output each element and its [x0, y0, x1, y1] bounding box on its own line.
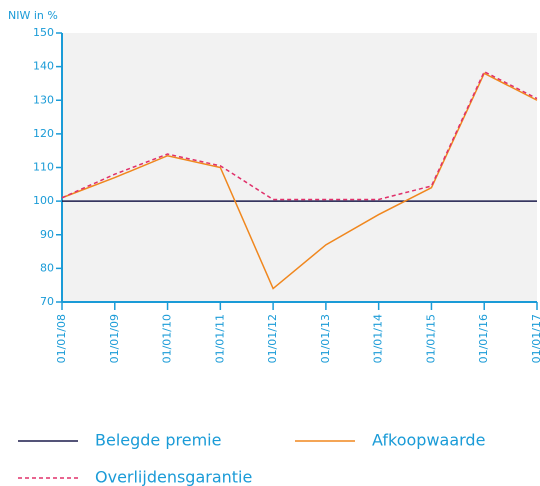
x-tick-label: 01/01/09 — [108, 314, 121, 363]
y-tick-label: 120 — [33, 127, 54, 140]
y-axis-label: NIW in % — [8, 9, 58, 22]
x-tick-label: 01/01/14 — [372, 314, 385, 363]
y-tick-label: 80 — [40, 261, 54, 274]
line-series — [61, 70, 538, 201]
y-tick-label: 140 — [33, 60, 54, 73]
x-tick-label: 01/01/08 — [55, 314, 68, 363]
legend-label: Overlijdensgarantie — [95, 468, 252, 486]
y-tick-label: 110 — [33, 161, 54, 174]
x-tick-label: 01/01/16 — [477, 314, 490, 363]
plot-background — [62, 33, 537, 302]
x-tick-label: 01/01/12 — [266, 314, 279, 363]
x-tick-label: 01/01/17 — [530, 314, 540, 363]
y-tick-label: 130 — [33, 93, 54, 106]
x-tick-label: 01/01/10 — [161, 314, 174, 363]
x-tick-label: 01/01/13 — [319, 314, 332, 363]
x-tick-label: 01/01/11 — [213, 314, 226, 363]
x-tick-label: 01/01/15 — [424, 314, 437, 363]
y-tick-label: 90 — [40, 228, 54, 241]
y-tick-label: 150 — [33, 26, 54, 39]
legend-label: Belegde premie — [95, 431, 221, 450]
y-tick-label: 70 — [40, 295, 54, 308]
y-tick-label: 100 — [33, 194, 54, 207]
legend-label: Afkoopwaarde — [372, 431, 485, 450]
line-series — [61, 72, 538, 290]
